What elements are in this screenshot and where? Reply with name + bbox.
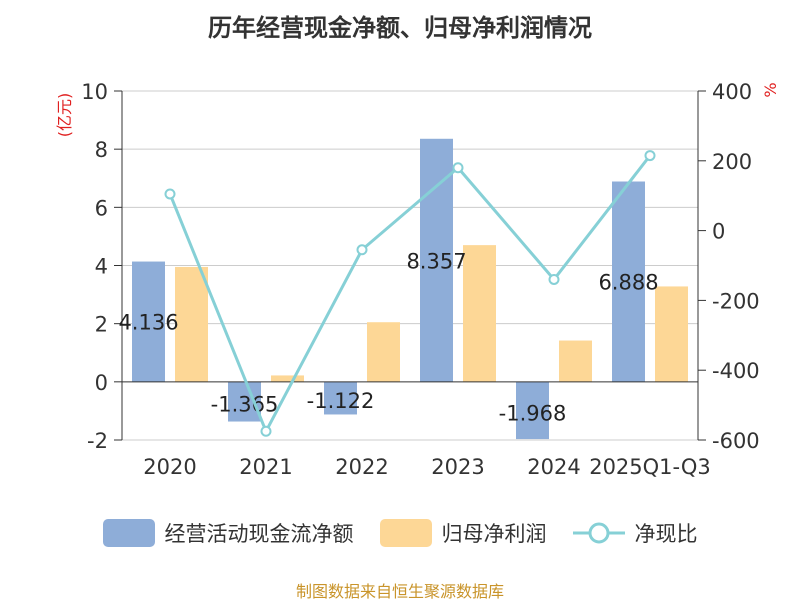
left-tick-label: 2 <box>95 313 108 337</box>
ratio-line <box>168 154 652 435</box>
bar-cashflow <box>132 261 165 382</box>
bar-profit <box>367 322 400 382</box>
legend-label-cashflow: 经营活动现金流净额 <box>164 522 354 546</box>
data-label-cashflow: -1.365 <box>211 393 279 417</box>
data-label-cashflow: -1.122 <box>307 389 375 413</box>
data-label-cashflow: 4.136 <box>118 311 178 335</box>
category-label: 2024 <box>527 455 580 479</box>
legend: 经营活动现金流净额 归母净利润 净现比 <box>0 518 800 548</box>
bar-profit <box>559 340 592 382</box>
legend-item-profit[interactable]: 归母净利润 <box>379 518 547 548</box>
left-tick-label: 0 <box>95 371 108 395</box>
legend-line-icon <box>572 522 625 544</box>
bar-cashflow <box>420 138 453 382</box>
left-tick-label: -2 <box>87 429 108 453</box>
bar-profit <box>271 375 304 382</box>
chart-plot: (亿元) % 10 8 6 4 2 0 -2 400 200 0 -200 -400 -600 4.136… <box>55 80 780 479</box>
ratio-point <box>260 425 272 437</box>
bar-cashflow <box>612 181 645 382</box>
bar-profit <box>463 245 496 382</box>
left-tick-label: 8 <box>95 138 108 162</box>
data-label-cashflow: 8.357 <box>406 249 466 273</box>
right-tick-label: 200 <box>712 150 752 174</box>
ratio-point <box>644 150 656 162</box>
bar-cashflow <box>516 381 549 440</box>
right-tick-label: -400 <box>712 359 760 383</box>
left-tick-label: 6 <box>95 196 108 220</box>
right-tick-label: -600 <box>712 429 760 453</box>
legend-swatch-cashflow <box>102 519 155 547</box>
legend-swatch-profit <box>379 519 432 547</box>
bar-profit <box>175 266 208 382</box>
bar-cashflow <box>324 381 357 415</box>
ratio-point <box>452 162 464 174</box>
bar-profit <box>655 286 688 382</box>
right-tick-label: 400 <box>712 80 752 104</box>
data-label-cashflow: -1.968 <box>499 401 567 425</box>
left-axis-unit: (亿元) <box>55 93 74 138</box>
data-label-cashflow: 6.888 <box>598 271 658 295</box>
category-label: 2025Q1-Q3 <box>589 455 711 479</box>
legend-item-ratio[interactable]: 净现比 <box>572 518 698 548</box>
source-note: 制图数据来自恒生聚源数据库 <box>295 582 504 601</box>
ratio-point <box>548 273 560 285</box>
category-label: 2023 <box>431 455 484 479</box>
legend-item-cashflow[interactable]: 经营活动现金流净额 <box>102 518 354 548</box>
left-tick-label: 4 <box>95 255 108 279</box>
right-axis-unit: % <box>761 82 780 97</box>
left-tick-label: 10 <box>81 80 108 104</box>
ratio-point <box>164 188 176 200</box>
chart-title: 历年经营现金净额、归母净利润情况 <box>208 14 592 42</box>
category-label: 2022 <box>335 455 388 479</box>
right-tick-label: -200 <box>712 289 760 313</box>
ratio-point <box>356 244 368 256</box>
legend-label-ratio: 净现比 <box>634 522 698 546</box>
category-label: 2020 <box>143 455 196 479</box>
legend-label-profit: 归母净利润 <box>441 522 547 546</box>
category-label: 2021 <box>239 455 292 479</box>
right-tick-label: 0 <box>712 220 725 244</box>
